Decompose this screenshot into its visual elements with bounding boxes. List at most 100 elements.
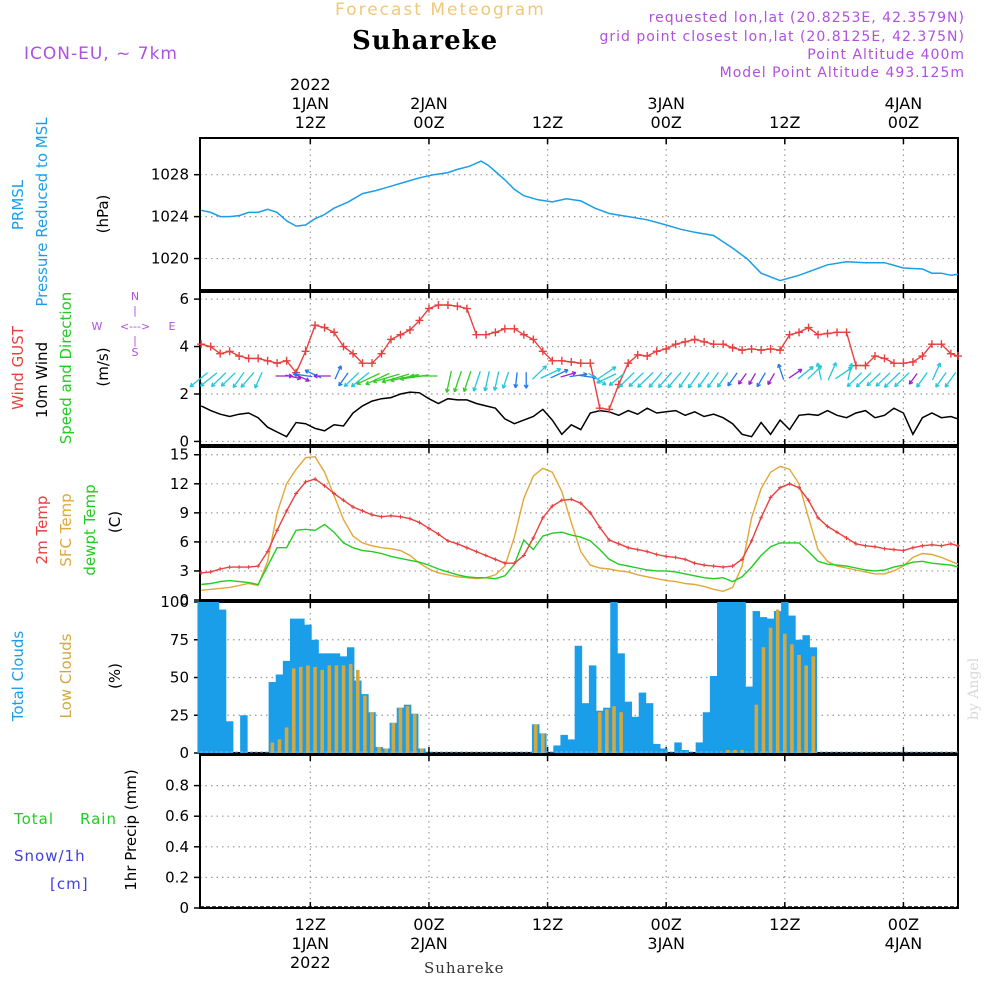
- wind-arrow: [550, 368, 569, 379]
- time-label-bottom: 00Z: [888, 915, 919, 934]
- wind-arrow-head: [797, 368, 803, 374]
- wind-arrow-shaft: [453, 370, 462, 393]
- wind-arrow-shaft: [727, 372, 738, 387]
- wind-arrow: [697, 372, 710, 388]
- low-cloud-bar: [783, 633, 787, 753]
- product-title: Forecast Meteogram: [335, 0, 546, 20]
- gust-marker: [197, 340, 206, 349]
- low-cloud-bar: [384, 748, 389, 753]
- wind-arrow-head: [637, 383, 642, 388]
- gust-marker: [424, 304, 433, 313]
- gust-marker: [795, 328, 804, 337]
- wind-arrow: [381, 373, 410, 384]
- gust-marker: [757, 346, 766, 355]
- gust-marker: [880, 354, 889, 363]
- gust-marker: [700, 337, 709, 346]
- gust-marker: [396, 330, 405, 339]
- wind-arrow-head: [777, 363, 782, 369]
- y-tick-label: 25: [170, 706, 189, 724]
- time-label-bottom: 00Z: [651, 915, 682, 934]
- temp-marker: [626, 545, 631, 550]
- wind-arrow: [756, 372, 766, 388]
- gust-marker: [273, 359, 282, 368]
- low-cloud-bar: [341, 665, 346, 753]
- wind-arrow: [462, 370, 472, 393]
- wind-arrow-head: [767, 380, 772, 386]
- wind-arrow-shaft: [446, 370, 453, 393]
- wind-arrow-head: [492, 386, 498, 391]
- gust-marker: [206, 342, 215, 351]
- gust-marker: [643, 352, 652, 361]
- y-tick-label: 1024: [151, 208, 189, 226]
- compass-ns-bottom: |: [133, 334, 137, 347]
- wind-arrow-head: [697, 383, 703, 388]
- temp-marker: [360, 508, 365, 513]
- footer-location: Suhareke: [424, 959, 505, 977]
- low-cloud-bar: [299, 666, 303, 753]
- time-label-top: 2022: [290, 75, 331, 94]
- time-label-bottom: 12Z: [769, 915, 800, 934]
- wind-arrow: [513, 372, 519, 389]
- gust-marker: [330, 328, 339, 337]
- gust-marker: [605, 405, 614, 414]
- y-tick-label: 1020: [151, 250, 189, 268]
- low-cloud-bar: [363, 695, 367, 753]
- total-cloud-bar: [581, 703, 590, 753]
- temp-marker: [332, 491, 337, 496]
- gust-marker: [368, 359, 377, 368]
- wind-arrow: [189, 372, 208, 388]
- wind-arrow-shaft: [338, 372, 349, 387]
- wind-arrow-head: [556, 367, 562, 373]
- ylabel-total-clouds: Total Clouds: [9, 631, 27, 723]
- temp-marker: [275, 528, 280, 533]
- low-cloud-bar: [313, 666, 317, 753]
- low-cloud-bar: [355, 669, 360, 753]
- total-cloud-bar: [282, 660, 291, 753]
- temp-marker: [740, 557, 745, 562]
- wind-arrow: [608, 372, 626, 387]
- wind-arrow-head: [809, 365, 814, 371]
- gust-marker: [358, 359, 367, 368]
- low-cloud-bar: [797, 654, 801, 753]
- gust-marker: [709, 340, 718, 349]
- wind-arrow: [618, 372, 635, 388]
- wind-arrow-head: [601, 380, 607, 386]
- compass-w: W: [92, 320, 103, 333]
- wind-arrow-head: [513, 383, 519, 389]
- gust-marker: [823, 329, 832, 338]
- total-cloud-bar: [752, 611, 761, 753]
- ylabel-low-clouds: Low Clouds: [57, 633, 75, 718]
- temp-marker: [683, 557, 688, 562]
- ylabel-total: Total: [13, 810, 54, 828]
- wind-arrow: [916, 372, 928, 388]
- wind-arrow: [767, 373, 776, 386]
- ylabel-dewpt-temp: dewpt Temp: [81, 484, 99, 575]
- wind-arrow: [678, 372, 691, 389]
- ylabel-snow: Snow/1h: [14, 847, 86, 865]
- temp-marker: [426, 526, 431, 531]
- time-label-top: 00Z: [888, 113, 919, 132]
- wind-arrow: [847, 362, 854, 381]
- gust-marker: [586, 359, 595, 368]
- wind-arrow: [827, 362, 837, 381]
- wind-arrow-shaft: [716, 372, 729, 388]
- wind-arrow-head: [908, 380, 914, 385]
- y-tick-label: 0.2: [165, 868, 189, 886]
- temp-marker: [531, 536, 536, 541]
- total-cloud-bar: [624, 701, 632, 753]
- ylabel-1hr-precip: 1hr Precip (mm): [122, 769, 140, 890]
- gust-marker: [954, 352, 962, 361]
- wind-arrow: [523, 372, 529, 389]
- wind-arrow-shaft: [334, 365, 342, 380]
- y-tick-label: 75: [170, 631, 189, 649]
- wind-arrow-head: [571, 371, 577, 376]
- wind-arrow-shaft: [931, 362, 941, 381]
- low-cloud-bar: [284, 727, 289, 753]
- wind-arrow-head: [501, 384, 507, 389]
- point-altitude: Point Altitude 400m: [807, 47, 965, 63]
- gust-marker: [652, 347, 661, 356]
- wind-arrow: [657, 371, 673, 389]
- wind-arrow-head: [648, 383, 654, 388]
- wind-arrow-head: [372, 378, 378, 384]
- low-cloud-bar: [277, 739, 282, 753]
